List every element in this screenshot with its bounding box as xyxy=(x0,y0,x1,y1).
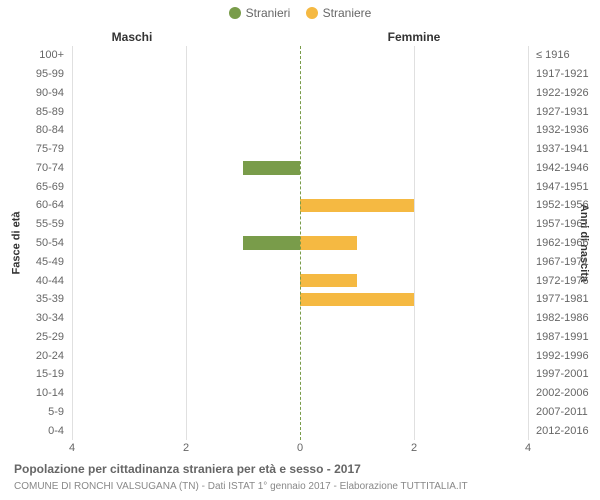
center-divider xyxy=(300,46,301,440)
y-left-label: 0-4 xyxy=(0,421,64,440)
grid-line xyxy=(528,46,529,440)
y-right-label: ≤ 1916 xyxy=(536,46,600,65)
legend: Stranieri Straniere xyxy=(0,6,600,22)
x-tick-label: 2 xyxy=(183,442,189,454)
y-left-label: 25-29 xyxy=(0,327,64,346)
y-left-label: 85-89 xyxy=(0,102,64,121)
y-left-label: 5-9 xyxy=(0,402,64,421)
y-right-label: 1947-1951 xyxy=(536,177,600,196)
chart-title: Popolazione per cittadinanza straniera p… xyxy=(14,462,586,476)
y-axis-right-labels: ≤ 19161917-19211922-19261927-19311932-19… xyxy=(532,46,600,440)
y-right-label: 1957-1961 xyxy=(536,215,600,234)
legend-label: Stranieri xyxy=(246,6,291,20)
y-left-label: 80-84 xyxy=(0,121,64,140)
y-right-label: 1937-1941 xyxy=(536,140,600,159)
y-right-label: 2007-2011 xyxy=(536,402,600,421)
y-right-label: 1952-1956 xyxy=(536,196,600,215)
legend-item-male: Stranieri xyxy=(229,6,291,20)
y-left-label: 95-99 xyxy=(0,65,64,84)
legend-item-female: Straniere xyxy=(306,6,372,20)
y-left-label: 65-69 xyxy=(0,177,64,196)
y-right-label: 1987-1991 xyxy=(536,327,600,346)
header-male: Maschi xyxy=(0,30,264,44)
y-left-label: 40-44 xyxy=(0,271,64,290)
bar-male xyxy=(243,236,300,249)
y-right-label: 1917-1921 xyxy=(536,65,600,84)
y-right-label: 1982-1986 xyxy=(536,309,600,328)
population-pyramid-chart: Stranieri Straniere Maschi Femmine Fasce… xyxy=(0,0,600,500)
x-tick-label: 0 xyxy=(297,442,303,454)
y-left-label: 60-64 xyxy=(0,196,64,215)
bar-male xyxy=(243,161,300,174)
y-left-label: 15-19 xyxy=(0,365,64,384)
y-left-label: 90-94 xyxy=(0,84,64,103)
x-tick-label: 2 xyxy=(411,442,417,454)
y-left-label: 100+ xyxy=(0,46,64,65)
y-right-label: 1977-1981 xyxy=(536,290,600,309)
y-right-label: 1967-1971 xyxy=(536,252,600,271)
y-left-label: 70-74 xyxy=(0,159,64,178)
y-right-label: 1962-1966 xyxy=(536,234,600,253)
y-right-label: 1942-1946 xyxy=(536,159,600,178)
plot-area xyxy=(72,46,528,440)
y-left-label: 35-39 xyxy=(0,290,64,309)
x-tick-label: 4 xyxy=(525,442,531,454)
header-female: Femmine xyxy=(300,30,528,44)
y-left-label: 50-54 xyxy=(0,234,64,253)
bar-female xyxy=(300,293,414,306)
bar-female xyxy=(300,236,357,249)
x-tick-label: 4 xyxy=(69,442,75,454)
y-right-label: 1997-2001 xyxy=(536,365,600,384)
y-left-label: 30-34 xyxy=(0,309,64,328)
y-right-label: 1932-1936 xyxy=(536,121,600,140)
y-right-label: 1972-1976 xyxy=(536,271,600,290)
y-right-label: 1922-1926 xyxy=(536,84,600,103)
y-left-label: 45-49 xyxy=(0,252,64,271)
bar-female xyxy=(300,199,414,212)
x-axis-ticks: 4 2 0 2 4 xyxy=(72,442,528,460)
bar-female xyxy=(300,274,357,287)
y-right-label: 2002-2006 xyxy=(536,384,600,403)
chart-subtitle: COMUNE DI RONCHI VALSUGANA (TN) - Dati I… xyxy=(14,481,586,492)
y-right-label: 1927-1931 xyxy=(536,102,600,121)
y-axis-left-labels: 100+95-9990-9485-8980-8475-7970-7465-696… xyxy=(0,46,68,440)
y-left-label: 10-14 xyxy=(0,384,64,403)
y-right-label: 2012-2016 xyxy=(536,421,600,440)
circle-icon xyxy=(229,7,241,19)
circle-icon xyxy=(306,7,318,19)
y-left-label: 20-24 xyxy=(0,346,64,365)
y-left-label: 75-79 xyxy=(0,140,64,159)
y-left-label: 55-59 xyxy=(0,215,64,234)
legend-label: Straniere xyxy=(323,6,372,20)
y-right-label: 1992-1996 xyxy=(536,346,600,365)
